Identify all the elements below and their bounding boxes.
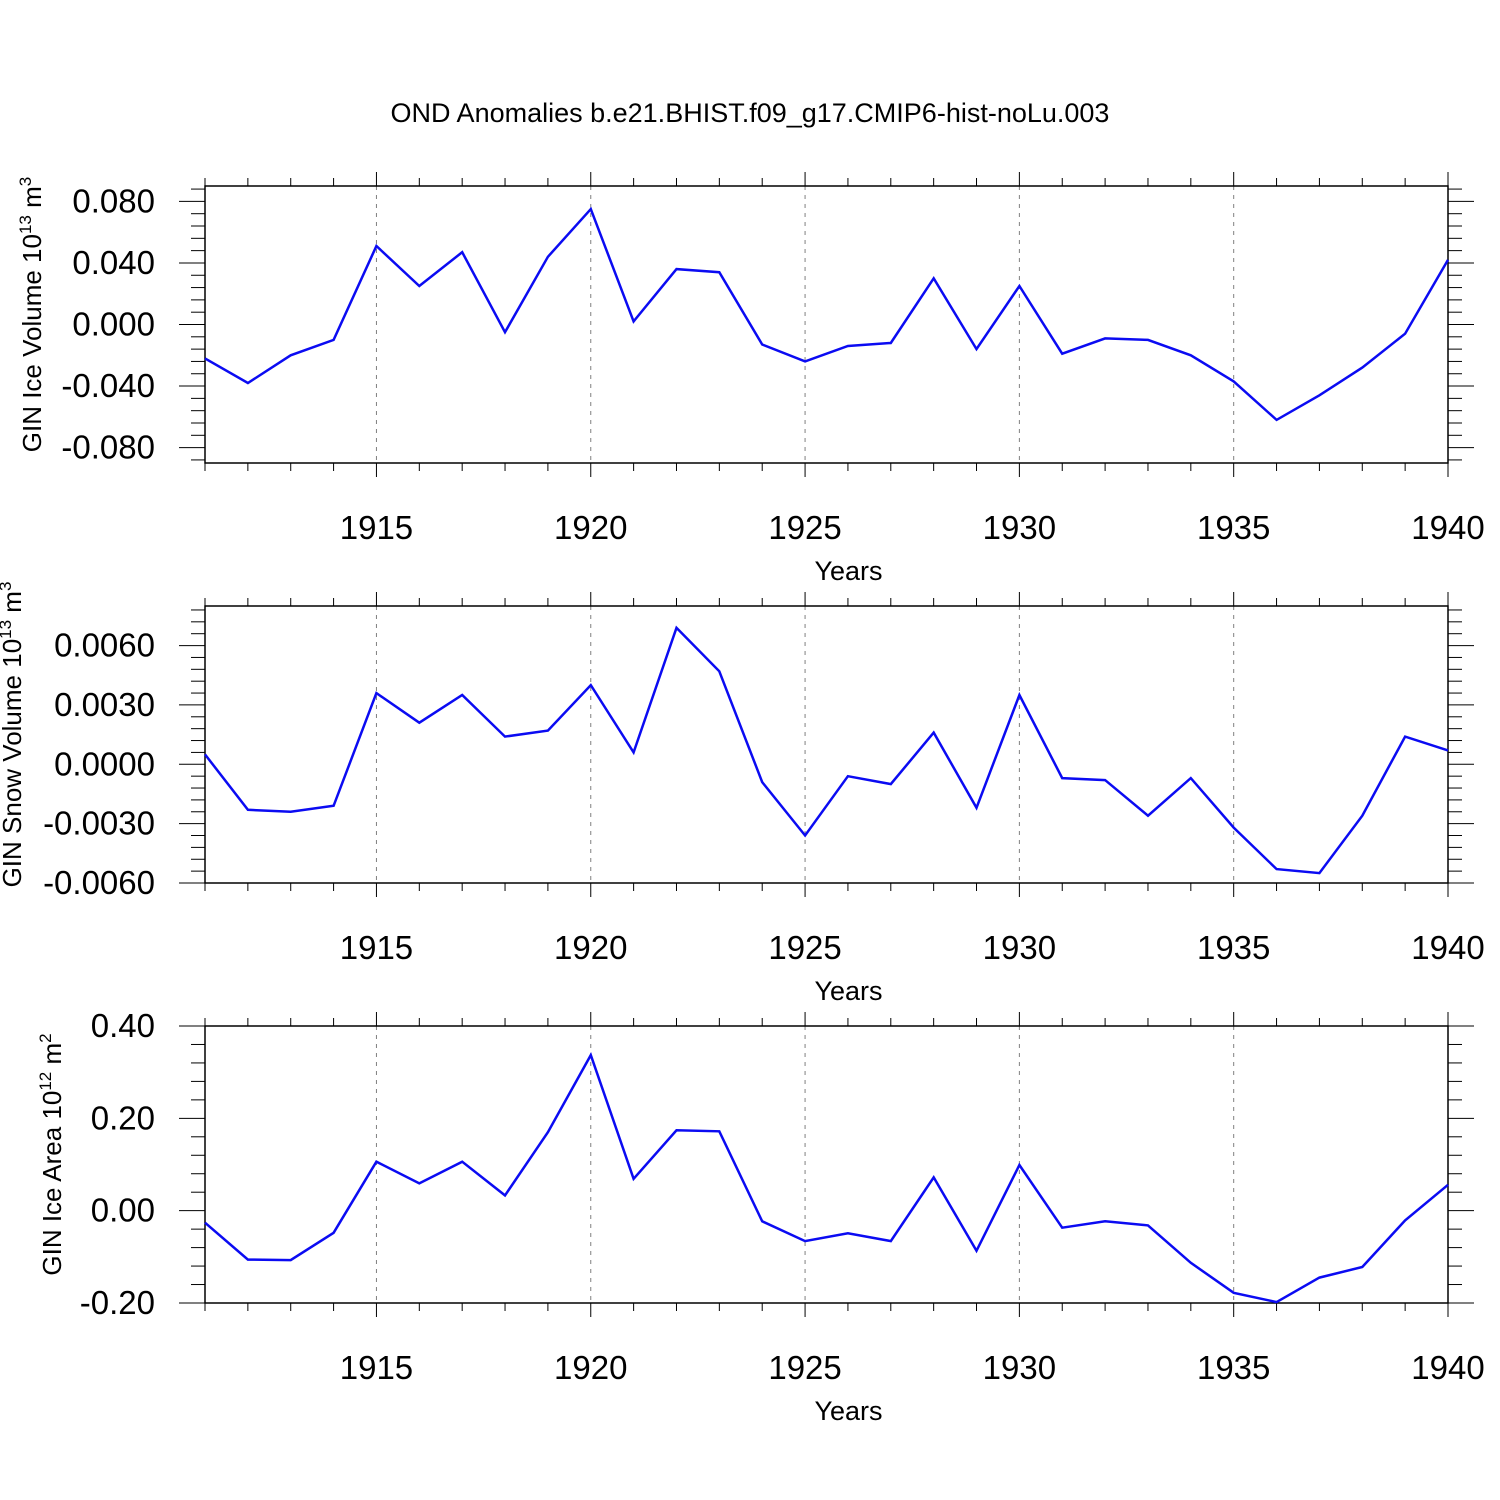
y-tick-label: 0.0030 <box>54 686 155 723</box>
x-tick-label: 1940 <box>1411 1349 1484 1386</box>
plot-frame <box>204 605 1449 884</box>
x-tick-label: 1935 <box>1197 1349 1270 1386</box>
x-tick-label: 1940 <box>1411 509 1484 546</box>
x-tick-label: 1930 <box>983 1349 1056 1386</box>
y-axis-label-superscript: 13 <box>0 620 15 639</box>
x-axis-label: Years <box>814 556 882 586</box>
x-tick-label: 1940 <box>1411 929 1484 966</box>
y-tick-label: 0.000 <box>72 306 155 343</box>
series-line <box>204 625 1449 875</box>
y-axis-label-superscript: 13 <box>16 215 35 234</box>
y-axis-label: GIN Ice Volume 1013 m3 <box>16 177 47 453</box>
y-axis-label-part: GIN Ice Volume 10 <box>17 234 47 452</box>
y-tick-label: 0.040 <box>72 244 155 281</box>
y-axis-label-superscript: 2 <box>36 1033 55 1042</box>
panel-ice-volume: 1915 1920 1925 1930 1935 1940 -0.080 -0.040 0.00… <box>16 172 1485 586</box>
x-tick-label: 1930 <box>983 929 1056 966</box>
x-tick-label: 1925 <box>768 509 841 546</box>
y-axis-label: GIN Snow Volume 1013 m3 <box>0 582 27 888</box>
y-axis-label-superscript: 12 <box>36 1072 55 1091</box>
x-axis-label: Years <box>814 976 882 1006</box>
y-tick-label: 0.20 <box>91 1099 155 1136</box>
y-axis-label-part: m <box>0 591 27 620</box>
y-axis-label: GIN Ice Area 1012 m2 <box>36 1033 67 1275</box>
x-tick-label: 1935 <box>1197 509 1270 546</box>
x-tick-label: 1915 <box>340 509 413 546</box>
y-tick-label: -0.0060 <box>43 864 155 901</box>
y-tick-label: 0.40 <box>91 1007 155 1044</box>
y-tick-label: -0.0030 <box>43 805 155 842</box>
y-tick-label: 0.00 <box>91 1192 155 1229</box>
y-axis-label-superscript: 3 <box>16 177 35 186</box>
panel-ice-area: 1915 1920 1925 1930 1935 1940 -0.20 0.00 0.20 0.4… <box>36 1007 1485 1426</box>
x-tick-label: 1915 <box>340 929 413 966</box>
y-axis-label-part: m <box>37 1043 67 1072</box>
x-tick-label: 1925 <box>768 1349 841 1386</box>
y-tick-label: -0.20 <box>80 1284 155 1321</box>
y-tick-label: 0.0000 <box>54 745 155 782</box>
x-tick-label: 1935 <box>1197 929 1270 966</box>
x-tick-label: 1925 <box>768 929 841 966</box>
x-tick-label: 1920 <box>554 509 627 546</box>
y-tick-label: -0.080 <box>61 429 155 466</box>
plot-frame <box>204 185 1449 464</box>
y-tick-label: 0.080 <box>72 182 155 219</box>
y-axis-label-part: m <box>17 186 47 215</box>
y-tick-label: -0.040 <box>61 367 155 404</box>
series-line <box>204 206 1450 422</box>
y-tick-label: 0.0060 <box>54 627 155 664</box>
panel-snow-volume: 1915 1920 1925 1930 1935 1940 -0.0060 -0.0030 0.… <box>0 582 1485 1006</box>
y-axis-label-part: GIN Ice Area 10 <box>37 1091 67 1276</box>
x-axis-label: Years <box>814 1396 882 1426</box>
x-tick-label: 1920 <box>554 929 627 966</box>
series-line <box>204 1052 1449 1304</box>
x-tick-label: 1915 <box>340 1349 413 1386</box>
chart-title: OND Anomalies b.e21.BHIST.f09_g17.CMIP6-… <box>390 98 1110 128</box>
x-tick-label: 1930 <box>983 509 1056 546</box>
x-tick-label: 1920 <box>554 1349 627 1386</box>
y-axis-label-superscript: 3 <box>0 582 15 591</box>
plot-frame <box>204 1025 1449 1304</box>
y-axis-label-part: GIN Snow Volume 10 <box>0 639 27 888</box>
